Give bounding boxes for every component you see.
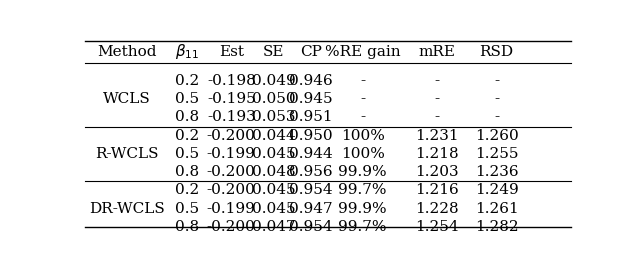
Text: 1.228: 1.228 <box>415 202 459 216</box>
Text: 0.044: 0.044 <box>252 129 295 143</box>
Text: 0.5: 0.5 <box>175 92 198 106</box>
Text: -: - <box>435 110 440 124</box>
Text: 0.050: 0.050 <box>252 92 295 106</box>
Text: 1.236: 1.236 <box>475 165 518 179</box>
Text: 1.203: 1.203 <box>415 165 459 179</box>
Text: 0.045: 0.045 <box>252 183 295 197</box>
Text: 0.956: 0.956 <box>289 165 332 179</box>
Text: -0.193: -0.193 <box>207 110 255 124</box>
Text: -0.195: -0.195 <box>207 92 255 106</box>
Text: 0.954: 0.954 <box>289 183 332 197</box>
Text: 0.947: 0.947 <box>289 202 332 216</box>
Text: R-WCLS: R-WCLS <box>95 147 159 161</box>
Text: 100%: 100% <box>340 147 385 161</box>
Text: RSD: RSD <box>479 45 514 59</box>
Text: 99.9%: 99.9% <box>339 202 387 216</box>
Text: mRE: mRE <box>419 45 456 59</box>
Text: Method: Method <box>97 45 157 59</box>
Text: 0.047: 0.047 <box>252 220 295 234</box>
Text: -0.199: -0.199 <box>207 202 256 216</box>
Text: 0.8: 0.8 <box>175 165 198 179</box>
Text: -: - <box>360 92 365 106</box>
Text: SE: SE <box>262 45 284 59</box>
Text: 1.282: 1.282 <box>475 220 518 234</box>
Text: 0.954: 0.954 <box>289 220 332 234</box>
Text: -: - <box>494 74 499 88</box>
Text: WCLS: WCLS <box>103 92 151 106</box>
Text: -0.200: -0.200 <box>207 183 256 197</box>
Text: 1.254: 1.254 <box>415 220 459 234</box>
Text: 1.249: 1.249 <box>475 183 518 197</box>
Text: %RE gain: %RE gain <box>325 45 401 59</box>
Text: 0.950: 0.950 <box>289 129 332 143</box>
Text: -: - <box>360 74 365 88</box>
Text: 0.945: 0.945 <box>289 92 332 106</box>
Text: 99.7%: 99.7% <box>339 220 387 234</box>
Text: -: - <box>494 110 499 124</box>
Text: 0.951: 0.951 <box>289 110 332 124</box>
Text: 0.5: 0.5 <box>175 202 198 216</box>
Text: 0.2: 0.2 <box>175 74 199 88</box>
Text: 0.8: 0.8 <box>175 110 198 124</box>
Text: 0.2: 0.2 <box>175 183 199 197</box>
Text: -0.199: -0.199 <box>207 147 256 161</box>
Text: -: - <box>360 110 365 124</box>
Text: 99.7%: 99.7% <box>339 183 387 197</box>
Text: 0.5: 0.5 <box>175 147 198 161</box>
Text: 1.231: 1.231 <box>415 129 459 143</box>
Text: 0.2: 0.2 <box>175 129 199 143</box>
Text: 100%: 100% <box>340 129 385 143</box>
Text: 0.048: 0.048 <box>252 165 295 179</box>
Text: -0.198: -0.198 <box>207 74 255 88</box>
Text: 1.261: 1.261 <box>475 202 518 216</box>
Text: 0.045: 0.045 <box>252 147 295 161</box>
Text: $\beta_{11}$: $\beta_{11}$ <box>175 42 199 61</box>
Text: 0.946: 0.946 <box>289 74 333 88</box>
Text: 0.053: 0.053 <box>252 110 295 124</box>
Text: -: - <box>435 74 440 88</box>
Text: 1.218: 1.218 <box>415 147 459 161</box>
Text: 1.260: 1.260 <box>475 129 518 143</box>
Text: DR-WCLS: DR-WCLS <box>89 202 165 216</box>
Text: -0.200: -0.200 <box>207 220 256 234</box>
Text: 1.216: 1.216 <box>415 183 459 197</box>
Text: CP: CP <box>300 45 321 59</box>
Text: -0.200: -0.200 <box>207 165 256 179</box>
Text: 0.944: 0.944 <box>289 147 333 161</box>
Text: -0.200: -0.200 <box>207 129 256 143</box>
Text: -: - <box>435 92 440 106</box>
Text: 0.049: 0.049 <box>252 74 295 88</box>
Text: 0.8: 0.8 <box>175 220 198 234</box>
Text: -: - <box>494 92 499 106</box>
Text: Est: Est <box>219 45 244 59</box>
Text: 99.9%: 99.9% <box>339 165 387 179</box>
Text: 1.255: 1.255 <box>475 147 518 161</box>
Text: 0.045: 0.045 <box>252 202 295 216</box>
